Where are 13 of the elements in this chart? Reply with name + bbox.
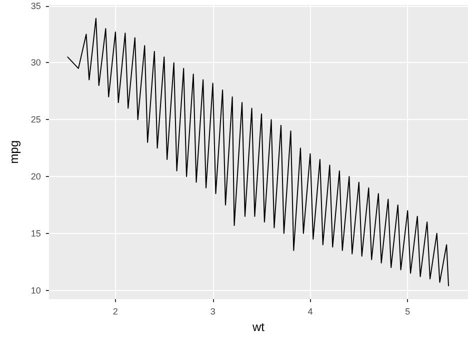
y-tick-label: 10 (30, 285, 41, 296)
x-tick-label: 2 (112, 306, 118, 317)
y-tick-label: 30 (30, 58, 41, 68)
y-tick-label: 25 (30, 114, 41, 125)
line-series (67, 18, 450, 286)
y-tick-label: 35 (30, 0, 41, 11)
x-axis-title: wt (251, 320, 266, 334)
y-tick-label: 15 (30, 228, 41, 238)
x-tick-label: 4 (308, 306, 313, 317)
y-tick-label: 20 (30, 172, 41, 182)
x-tick-label: 5 (405, 306, 410, 317)
y-axis-title: mpg (7, 140, 21, 164)
x-tick-label: 3 (210, 306, 216, 317)
